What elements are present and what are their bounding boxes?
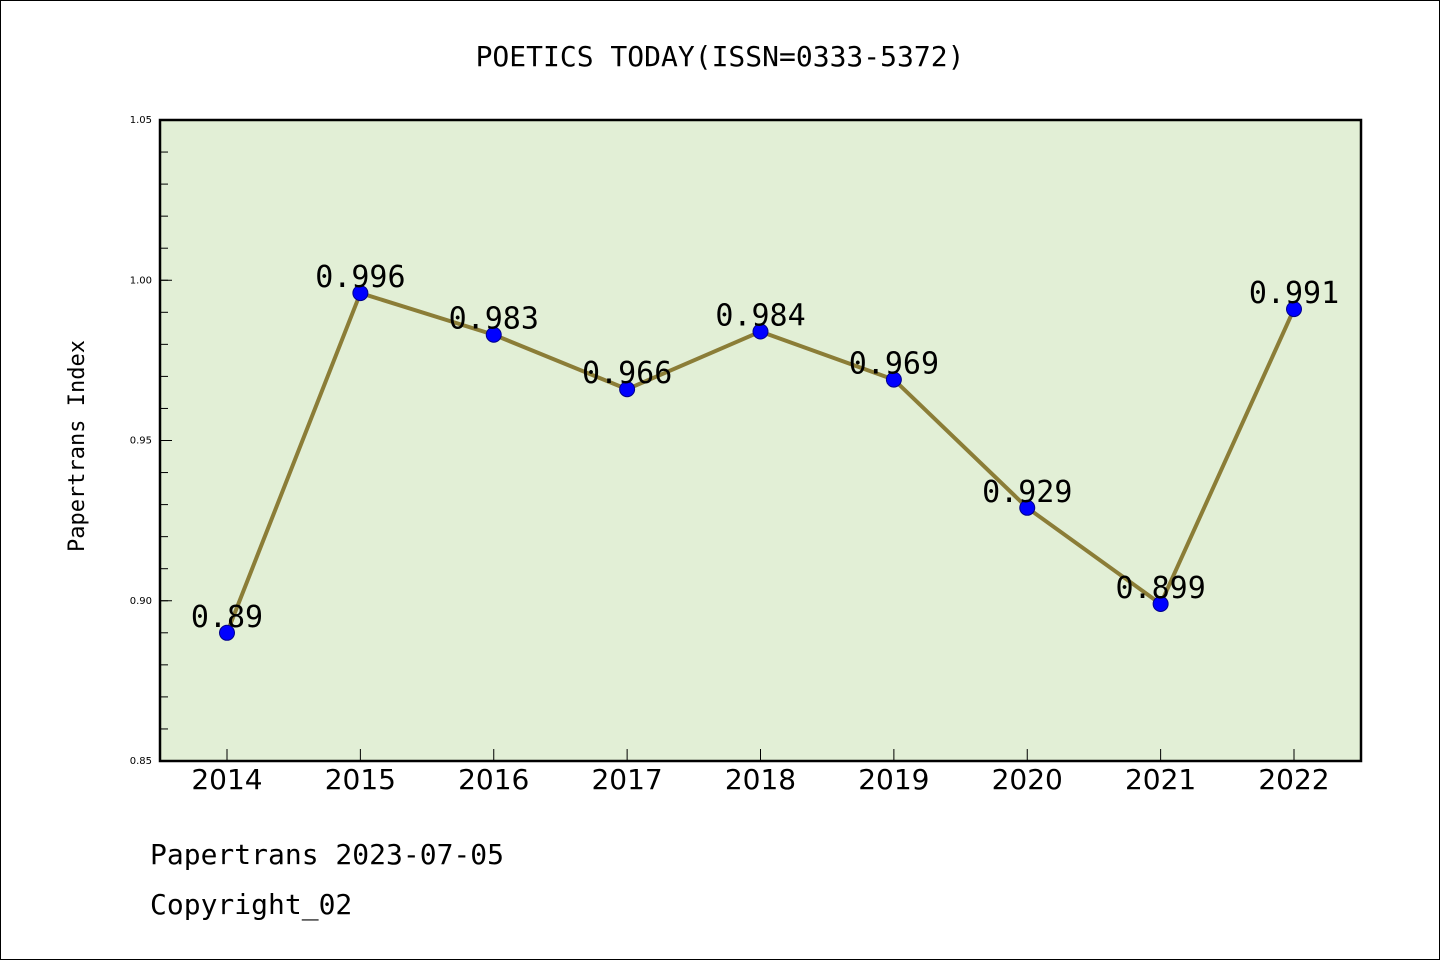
x-tick-label: 2017 <box>591 763 662 796</box>
x-tick-label: 2021 <box>1125 763 1196 796</box>
x-tick-label: 2015 <box>325 763 396 796</box>
data-point <box>885 371 902 388</box>
data-point <box>1152 595 1169 612</box>
x-tick-label: 2022 <box>1258 763 1329 796</box>
data-label: 0.983 <box>449 302 539 337</box>
data-label: 0.89 <box>191 600 263 635</box>
x-tick-label: 2016 <box>458 763 529 796</box>
chart-title: POETICS TODAY(ISSN=0333-5372) <box>476 40 965 73</box>
x-tick-label: 2019 <box>858 763 929 796</box>
y-tick-label: 1.05 <box>130 115 152 126</box>
data-label: 0.969 <box>849 347 939 382</box>
data-point <box>619 381 636 398</box>
y-tick-label: 0.90 <box>130 596 152 607</box>
x-tick-label: 2018 <box>725 763 796 796</box>
footer-copyright: Copyright_02 <box>150 888 352 922</box>
plot-area <box>160 120 1361 761</box>
data-label: 0.996 <box>315 260 405 295</box>
y-tick-label: 0.95 <box>130 436 152 447</box>
y-axis-label: Papertrans Index <box>65 340 90 552</box>
x-axis: 2014 2015 2016 2017 2018 2019 2020 2021 2022 <box>191 749 1330 796</box>
data-labels: 0.89 0.996 0.983 0.966 0.984 0.969 0.929 0.899 0… <box>191 260 1339 635</box>
data-point <box>485 326 502 343</box>
y-tick-label: 0.85 <box>130 756 152 767</box>
data-markers <box>219 285 1302 641</box>
data-point <box>1019 499 1036 516</box>
data-label: 0.984 <box>715 299 805 334</box>
data-point <box>1286 301 1302 318</box>
plot-border <box>158 118 1363 763</box>
footer-date: Papertrans 2023-07-05 <box>150 838 504 871</box>
data-point <box>352 285 369 302</box>
data-label: 0.899 <box>1115 571 1205 606</box>
x-tick-label: 2014 <box>191 763 262 796</box>
y-tick-label: 1.00 <box>130 275 152 286</box>
data-label: 0.929 <box>982 475 1072 510</box>
x-tick-label: 2020 <box>992 763 1063 796</box>
data-label: 0.966 <box>582 356 672 391</box>
data-point <box>219 624 235 641</box>
data-point <box>752 323 769 340</box>
data-label: 0.991 <box>1249 276 1339 311</box>
